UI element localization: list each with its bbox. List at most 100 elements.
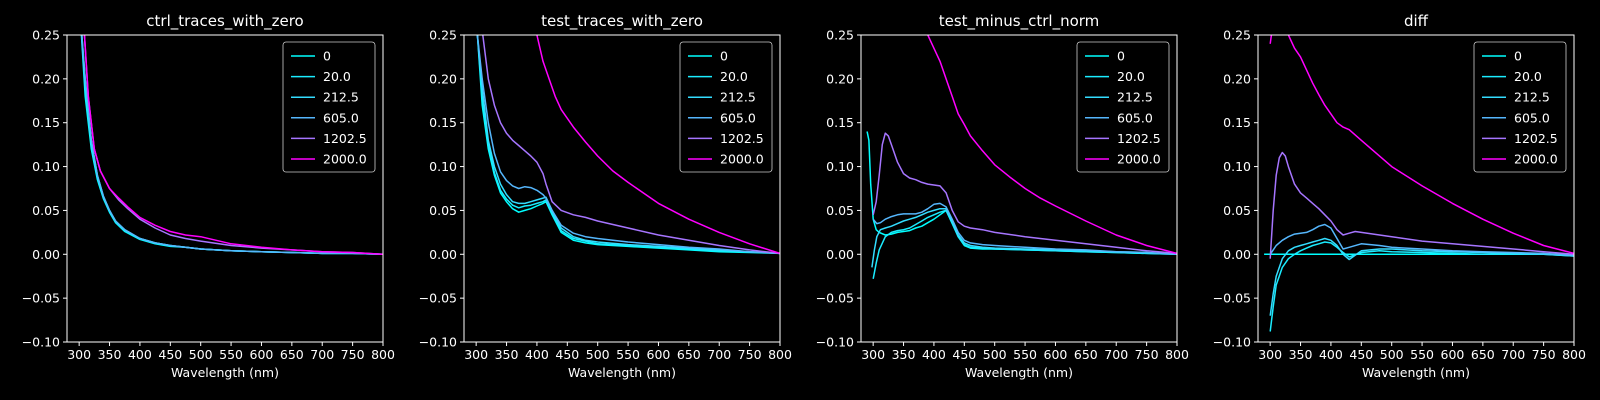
y-tick-label: 0.25 bbox=[826, 28, 854, 43]
series-line-212.5 bbox=[871, 207, 1177, 268]
legend-entry-label: 0 bbox=[1514, 49, 1522, 64]
chart-panel-1: 300 350 400 450 500 550 600 650 700 750 800 −0.10 −0… bbox=[22, 12, 395, 380]
x-tick-label: 350 bbox=[1289, 347, 1313, 362]
axes-frame bbox=[66, 34, 384, 343]
legend-entry-label: 20.0 bbox=[720, 69, 748, 84]
x-tick-label: 350 bbox=[892, 347, 916, 362]
legend-entry-label: 20.0 bbox=[323, 69, 351, 84]
legend-entry-label: 20.0 bbox=[1514, 69, 1542, 84]
axes-frame bbox=[1257, 34, 1575, 343]
legend-entry-label: 2000.0 bbox=[1514, 152, 1558, 167]
x-tick-label: 800 bbox=[1165, 347, 1189, 362]
chart-title: diff bbox=[1404, 12, 1429, 30]
x-tick-label: 550 bbox=[616, 347, 640, 362]
legend-entry-label: 0 bbox=[720, 49, 728, 64]
legend-entry-label: 212.5 bbox=[1117, 90, 1153, 105]
x-tick-label: 550 bbox=[1013, 347, 1037, 362]
series-line-605.0 bbox=[1269, 223, 1574, 256]
legend-entry-label: 2000.0 bbox=[720, 152, 764, 167]
chart-title: test_traces_with_zero bbox=[541, 12, 703, 31]
series-line-2000.0 bbox=[1269, 35, 1574, 255]
x-tick-label: 750 bbox=[1532, 347, 1556, 362]
legend-entry-label: 1202.5 bbox=[323, 131, 367, 146]
legend-entry-label: 605.0 bbox=[720, 110, 756, 125]
x-tick-label: 450 bbox=[555, 347, 579, 362]
legend-box bbox=[1076, 41, 1170, 173]
series-line-2000.0 bbox=[83, 35, 383, 256]
y-tick-label: 0.05 bbox=[32, 203, 60, 218]
legend: 0 20.0 212.5 605.0 1202.5 2000.0 bbox=[1473, 41, 1567, 173]
legend: 0 20.0 212.5 605.0 1202.5 2000.0 bbox=[282, 41, 376, 173]
y-tick-label: 0.10 bbox=[429, 159, 457, 174]
legend-entry-label: 605.0 bbox=[1117, 110, 1153, 125]
legend-entry-label: 212.5 bbox=[1514, 90, 1550, 105]
x-tick-label: 700 bbox=[310, 347, 334, 362]
y-tick-label: 0.00 bbox=[1223, 247, 1251, 262]
series-line-212.5 bbox=[1269, 237, 1574, 316]
x-tick-label: 500 bbox=[983, 347, 1007, 362]
chart-title: ctrl_traces_with_zero bbox=[146, 12, 303, 31]
series-group bbox=[866, 35, 1177, 279]
x-tick-label: 400 bbox=[922, 347, 946, 362]
y-tick-label: 0.25 bbox=[429, 28, 457, 43]
x-tick-label: 750 bbox=[341, 347, 365, 362]
legend-entry-label: 2000.0 bbox=[323, 152, 367, 167]
x-tick-label: 300 bbox=[464, 347, 488, 362]
x-axis-label: Wavelength (nm) bbox=[1362, 365, 1470, 380]
y-tick-label: 0.20 bbox=[826, 71, 854, 86]
y-tick-label: 0.15 bbox=[826, 115, 854, 130]
x-tick-label: 750 bbox=[738, 347, 762, 362]
x-tick-label: 350 bbox=[495, 347, 519, 362]
x-tick-label: 600 bbox=[250, 347, 274, 362]
axes-frame bbox=[860, 34, 1178, 343]
legend-entry-label: 0 bbox=[323, 49, 331, 64]
legend-entry-label: 1202.5 bbox=[1117, 131, 1161, 146]
x-tick-label: 400 bbox=[525, 347, 549, 362]
x-tick-label: 500 bbox=[189, 347, 213, 362]
y-tick-label: −0.05 bbox=[22, 291, 60, 306]
series-line-20.0 bbox=[872, 209, 1177, 279]
legend-entry-label: 1202.5 bbox=[1514, 131, 1558, 146]
x-tick-label: 450 bbox=[158, 347, 182, 362]
axes-frame bbox=[463, 34, 781, 343]
x-tick-label: 350 bbox=[98, 347, 122, 362]
y-tick-label: −0.10 bbox=[419, 335, 457, 350]
x-tick-label: 600 bbox=[647, 347, 671, 362]
y-tick-label: 0.15 bbox=[1223, 115, 1251, 130]
x-axis-label: Wavelength (nm) bbox=[568, 365, 676, 380]
x-axis-label: Wavelength (nm) bbox=[965, 365, 1073, 380]
x-tick-label: 450 bbox=[952, 347, 976, 362]
series-line-212.5 bbox=[476, 35, 780, 255]
x-tick-label: 400 bbox=[128, 347, 152, 362]
x-tick-label: 300 bbox=[67, 347, 91, 362]
y-tick-label: −0.10 bbox=[22, 335, 60, 350]
series-line-2000.0 bbox=[536, 35, 780, 255]
y-tick-label: −0.05 bbox=[419, 291, 457, 306]
x-tick-label: 700 bbox=[1104, 347, 1128, 362]
chart-panel-4: 300 350 400 450 500 550 600 650 700 750 800 −0.10 −0… bbox=[1213, 12, 1586, 380]
legend-entry-label: 605.0 bbox=[1514, 110, 1550, 125]
x-tick-label: 300 bbox=[861, 347, 885, 362]
y-tick-label: 0.15 bbox=[429, 115, 457, 130]
series-line-20.0 bbox=[1269, 241, 1574, 332]
x-tick-label: 450 bbox=[1349, 347, 1373, 362]
y-tick-label: 0.15 bbox=[32, 115, 60, 130]
x-tick-label: 300 bbox=[1258, 347, 1282, 362]
x-tick-label: 550 bbox=[219, 347, 243, 362]
legend-entry-label: 605.0 bbox=[323, 110, 359, 125]
x-tick-label: 800 bbox=[371, 347, 395, 362]
series-line-605.0 bbox=[81, 35, 383, 256]
series-group bbox=[80, 35, 383, 256]
series-line-1202.5 bbox=[872, 132, 1177, 255]
series-line-1202.5 bbox=[482, 35, 780, 255]
legend-entry-label: 20.0 bbox=[1117, 69, 1145, 84]
y-tick-label: 0.25 bbox=[1223, 28, 1251, 43]
series-line-0 bbox=[476, 35, 780, 255]
chart-title: test_minus_ctrl_norm bbox=[939, 12, 1100, 31]
chart-panel-3: 300 350 400 450 500 550 600 650 700 750 800 −0.10 −0… bbox=[816, 12, 1189, 380]
y-tick-label: 0.10 bbox=[826, 159, 854, 174]
chart-panel-2: 300 350 400 450 500 550 600 650 700 750 800 −0.10 −0… bbox=[419, 12, 792, 380]
x-tick-label: 800 bbox=[768, 347, 792, 362]
x-tick-label: 650 bbox=[1074, 347, 1098, 362]
series-line-1202.5 bbox=[1269, 151, 1574, 259]
